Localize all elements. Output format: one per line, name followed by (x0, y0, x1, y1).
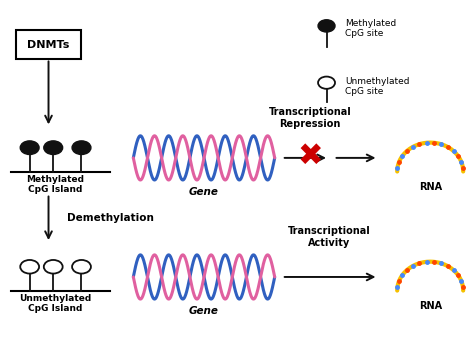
Text: Demethylation: Demethylation (67, 213, 154, 223)
Text: RNA: RNA (419, 301, 442, 311)
Circle shape (20, 260, 39, 274)
Text: Methylated
CpG Island: Methylated CpG Island (27, 175, 84, 194)
Text: DNMTs: DNMTs (27, 39, 70, 50)
Text: Methylated
CpG site: Methylated CpG site (346, 19, 397, 38)
Text: Unmethylated
CpG Island: Unmethylated CpG Island (19, 294, 91, 314)
Circle shape (72, 141, 91, 154)
Text: RNA: RNA (419, 182, 442, 192)
Text: Transcriptional
Repression: Transcriptional Repression (269, 107, 351, 129)
Circle shape (72, 260, 91, 274)
FancyBboxPatch shape (16, 30, 82, 59)
Text: Gene: Gene (189, 306, 219, 316)
Circle shape (20, 141, 39, 154)
Circle shape (318, 20, 335, 32)
Text: Gene: Gene (189, 187, 219, 197)
Circle shape (44, 141, 63, 154)
Circle shape (318, 76, 335, 89)
Circle shape (44, 260, 63, 274)
Text: Transcriptional
Activity: Transcriptional Activity (288, 226, 370, 248)
Text: ✖: ✖ (297, 142, 323, 171)
Text: Unmethylated
CpG site: Unmethylated CpG site (346, 77, 410, 96)
